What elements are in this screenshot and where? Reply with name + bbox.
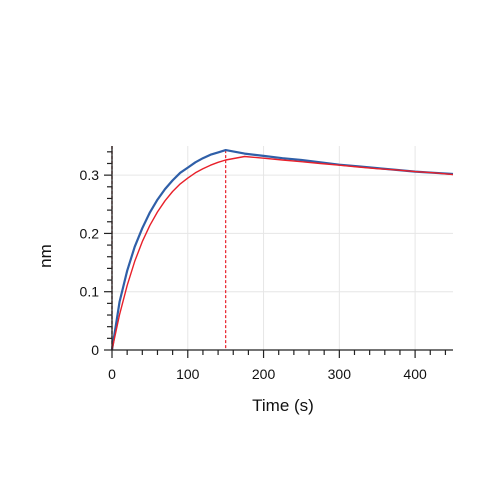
x-tick-label: 300 <box>328 366 352 382</box>
y-axis-title: nm <box>36 244 55 268</box>
y-tick-label: 0.1 <box>80 284 100 300</box>
axes <box>104 146 453 358</box>
x-tick-label: 100 <box>176 366 200 382</box>
measured-curve-line <box>110 149 454 351</box>
fit-curve-line <box>111 155 454 351</box>
x-tick-label: 200 <box>252 366 276 382</box>
x-tick-label: 400 <box>403 366 427 382</box>
grid-lines <box>112 146 453 350</box>
y-tick-label: 0.3 <box>80 167 100 183</box>
y-tick-label: 0.2 <box>80 225 100 241</box>
series-layer <box>110 146 454 351</box>
x-axis-title: Time (s) <box>252 396 314 415</box>
x-tick-label: 0 <box>108 366 116 382</box>
y-tick-label: 0 <box>91 342 99 358</box>
tick-labels: 0 100 200 300 400 0 0.1 0.2 0.3 <box>80 167 427 382</box>
